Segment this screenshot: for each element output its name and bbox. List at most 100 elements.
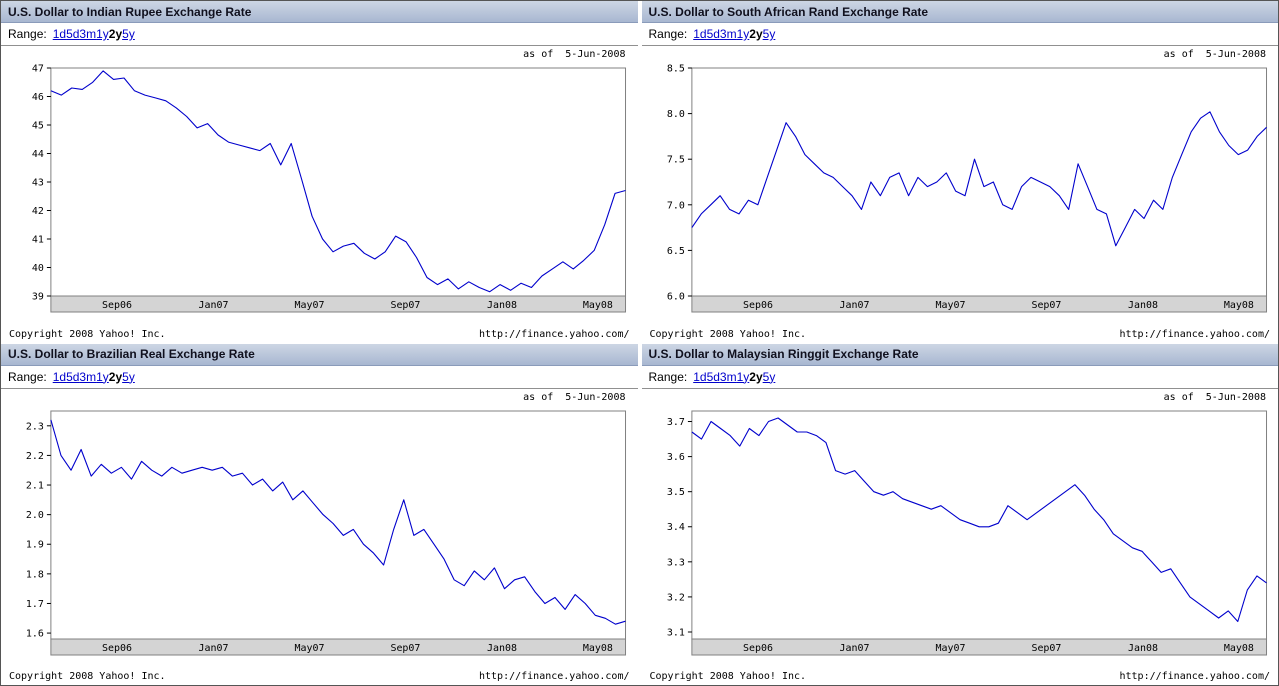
- range-option-2y-selected: 2y: [108, 27, 123, 41]
- range-option-5d[interactable]: 5d: [706, 369, 720, 384]
- panel-titlebar: U.S. Dollar to Malaysian Ringgit Exchang…: [641, 343, 1278, 366]
- y-tick-label: 1.9: [26, 539, 44, 550]
- as-of-date: as of 5-Jun-2008: [1163, 391, 1266, 403]
- y-tick-label: 3.3: [666, 557, 684, 568]
- x-tick-label: Sep07: [1031, 300, 1061, 311]
- x-tick-label: Jan08: [487, 300, 517, 311]
- x-axis-band: [690, 638, 1267, 655]
- exchange-rate-chart: 47 46 45 44 43 42 41 40 39 Sep06 Jan07 May07 Sep07 Ja…: [32, 63, 627, 313]
- range-option-5d[interactable]: 5d: [706, 27, 720, 41]
- range-bar: Range: 1d5d3m1y2y5y: [1, 23, 638, 46]
- y-tick-label: 2.0: [26, 510, 44, 521]
- y-tick-label: 2.1: [26, 480, 44, 491]
- y-tick-label: 2.3: [26, 421, 44, 432]
- x-tick-label: May08: [1223, 642, 1253, 653]
- chart-footer: Copyright 2008 Yahoo! Inc. http://financ…: [646, 670, 1275, 683]
- x-tick-label: May07: [935, 300, 965, 311]
- x-tick-label: Jan07: [839, 642, 869, 653]
- plot-area: [690, 410, 1267, 639]
- x-tick-label: Jan08: [487, 642, 517, 653]
- range-label: Range:: [648, 369, 688, 384]
- range-option-1d[interactable]: 1d: [52, 369, 67, 384]
- range-option-1y[interactable]: 1y: [96, 27, 109, 41]
- range-links: 1d5d3m1y2y5y: [693, 27, 775, 41]
- chart-panel: U.S. Dollar to Indian Rupee Exchange Rat…: [1, 1, 638, 343]
- exchange-rate-chart: 2.3 2.2 2.1 2.0 1.9 1.8 1.7 1.6 Sep06 Jan07 May07 S…: [26, 410, 627, 655]
- y-tick-label: 1.8: [26, 569, 44, 580]
- range-option-5y[interactable]: 5y: [122, 369, 135, 384]
- range-links: 1d5d3m1y2y5y: [53, 27, 135, 41]
- y-tick-label: 3.7: [666, 417, 684, 428]
- range-option-3m[interactable]: 3m: [719, 369, 737, 384]
- chart-panel: U.S. Dollar to South African Rand Exchan…: [641, 1, 1279, 343]
- chart-panel: U.S. Dollar to Brazilian Real Exchange R…: [1, 343, 638, 686]
- x-tick-label: Sep07: [1031, 642, 1061, 653]
- range-label: Range:: [648, 27, 688, 41]
- range-option-3m[interactable]: 3m: [719, 27, 737, 41]
- as-of-date: as of 5-Jun-2008: [523, 49, 626, 60]
- range-option-1y[interactable]: 1y: [736, 369, 750, 384]
- range-option-3m[interactable]: 3m: [79, 369, 97, 384]
- source-url: http://finance.yahoo.com/: [1119, 671, 1270, 682]
- price-line: [50, 419, 626, 625]
- y-tick-label: 3.1: [666, 627, 684, 638]
- x-tick-label: Sep06: [102, 642, 132, 653]
- y-tick-label: 6.0: [666, 291, 684, 302]
- price-line: [691, 416, 1267, 622]
- copyright-text: Copyright 2008 Yahoo! Inc.: [9, 671, 166, 682]
- y-tick-label: 42: [32, 206, 44, 217]
- range-option-5y[interactable]: 5y: [122, 27, 135, 41]
- panel-titlebar: U.S. Dollar to Brazilian Real Exchange R…: [1, 343, 638, 366]
- source-url: http://finance.yahoo.com/: [478, 671, 630, 682]
- range-option-5d[interactable]: 5d: [66, 369, 80, 384]
- y-tick-label: 46: [32, 92, 44, 103]
- y-tick-label: 7.5: [666, 155, 684, 166]
- chart-title: U.S. Dollar to South African Rand Exchan…: [648, 4, 929, 19]
- y-tick-label: 3.5: [666, 487, 684, 498]
- range-option-1d[interactable]: 1d: [693, 27, 707, 41]
- chart-card: as of 5-Jun-2008 47 46 45 44 43 42 41 40 39 Sep06…: [1, 46, 638, 343]
- x-tick-label: Sep07: [390, 300, 420, 311]
- panel-titlebar: U.S. Dollar to South African Rand Exchan…: [641, 1, 1278, 23]
- y-tick-label: 40: [32, 263, 44, 274]
- range-option-5y[interactable]: 5y: [762, 369, 776, 384]
- y-tick-label: 43: [32, 177, 44, 188]
- range-option-1y[interactable]: 1y: [96, 369, 109, 384]
- y-tick-label: 41: [32, 234, 44, 245]
- range-option-5y[interactable]: 5y: [762, 27, 776, 41]
- exchange-rate-chart: 3.7 3.6 3.5 3.4 3.3 3.2 3.1 Sep06 Jan07 May07 Sep0…: [666, 410, 1267, 655]
- range-option-1d[interactable]: 1d: [52, 27, 67, 41]
- range-label: Range:: [8, 27, 47, 41]
- y-tick-label: 47: [32, 63, 44, 74]
- range-option-1y[interactable]: 1y: [736, 27, 750, 41]
- x-tick-label: May07: [294, 300, 324, 311]
- range-option-5d[interactable]: 5d: [66, 27, 80, 41]
- copyright-text: Copyright 2008 Yahoo! Inc.: [9, 328, 166, 340]
- x-tick-label: May08: [583, 642, 613, 653]
- plot-area: [690, 67, 1267, 297]
- range-label: Range:: [8, 369, 47, 384]
- plot-area: [50, 67, 627, 297]
- x-tick-label: May08: [583, 300, 613, 311]
- y-tick-label: 1.6: [26, 628, 44, 639]
- y-tick-label: 6.5: [666, 246, 684, 257]
- source-url: http://finance.yahoo.com/: [478, 328, 630, 340]
- x-tick-label: May07: [935, 642, 965, 653]
- x-tick-label: May07: [294, 642, 324, 653]
- range-option-3m[interactable]: 3m: [79, 27, 97, 41]
- price-line: [50, 70, 626, 293]
- chart-card: as of 5-Jun-2008 2.3 2.2 2.1 2.0 1.9 1.8 1.7 1.…: [1, 389, 638, 686]
- range-option-1d[interactable]: 1d: [693, 369, 707, 384]
- range-bar: Range: 1d5d3m1y2y5y: [641, 23, 1278, 46]
- y-tick-label: 8.0: [666, 109, 684, 120]
- y-tick-label: 3.6: [666, 452, 684, 463]
- x-tick-label: Jan07: [839, 300, 869, 311]
- x-tick-label: May08: [1223, 300, 1253, 311]
- chart-title: U.S. Dollar to Malaysian Ringgit Exchang…: [648, 347, 919, 361]
- x-tick-label: Sep06: [742, 642, 772, 653]
- chart-card: as of 5-Jun-2008 8.5 8.0 7.5 7.0 6.5 6.0 Sep06…: [642, 46, 1279, 343]
- x-tick-label: Jan08: [1127, 300, 1157, 311]
- y-tick-label: 3.4: [666, 522, 684, 533]
- plot-area: [50, 410, 627, 639]
